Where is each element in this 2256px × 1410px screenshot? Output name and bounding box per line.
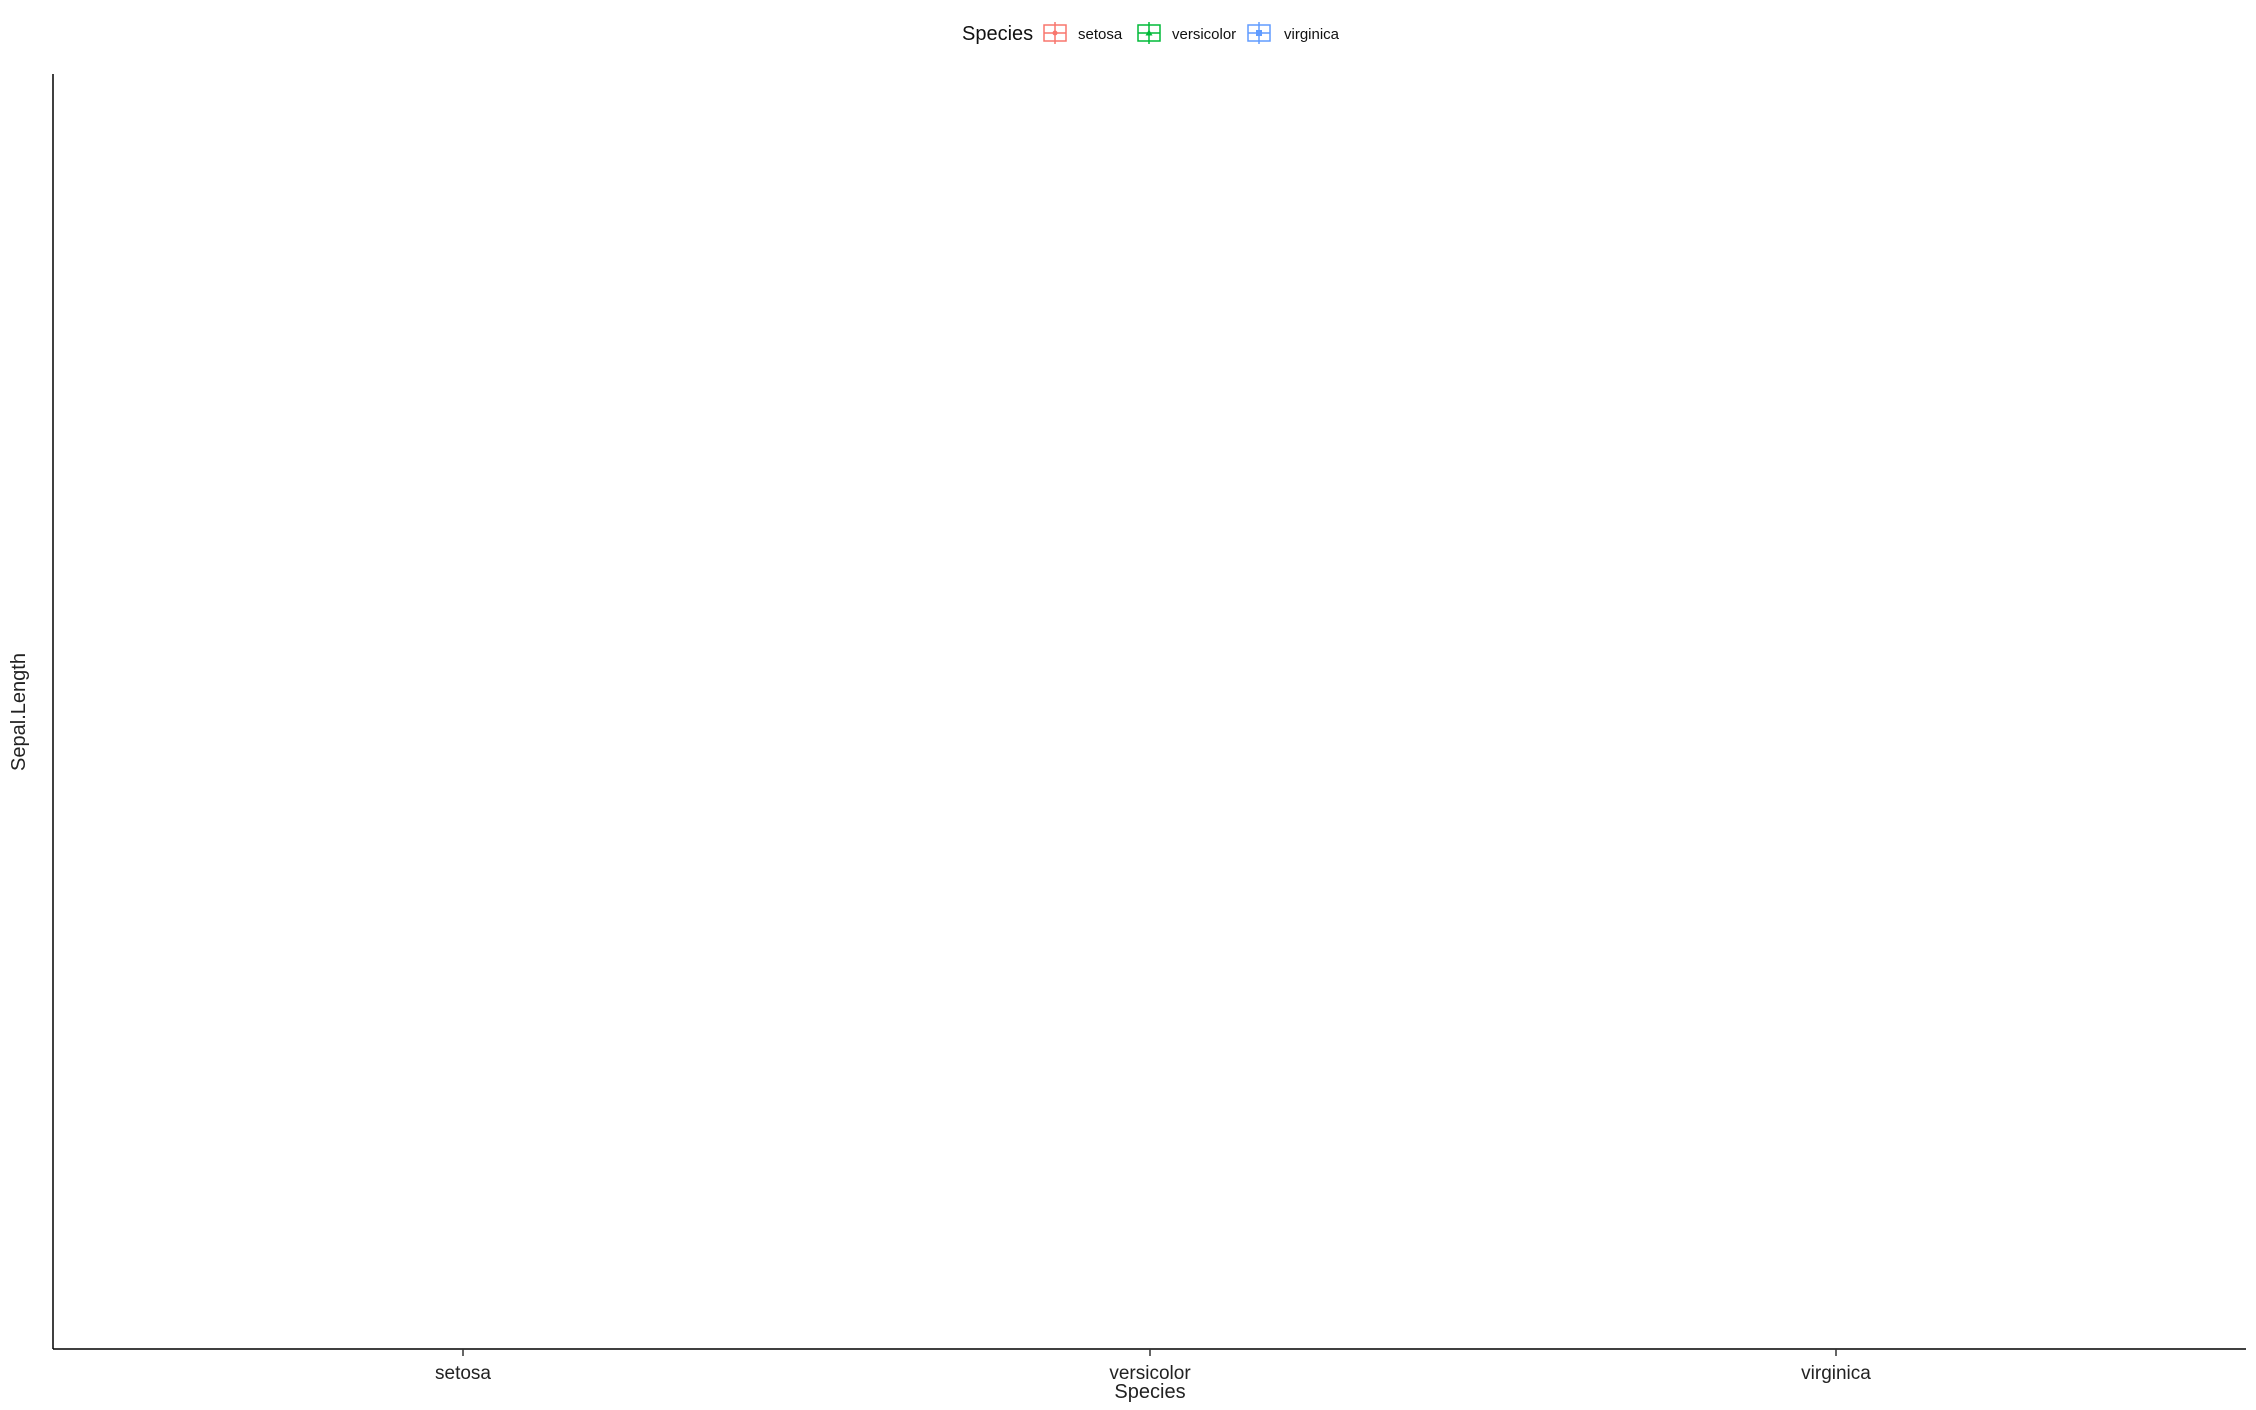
y-axis-title: Sepal.Length [8, 653, 30, 771]
legend-entry-virginica[interactable]: virginica [1247, 22, 1340, 44]
legend-entry-setosa[interactable]: setosa [1043, 22, 1123, 44]
x-axis-ticks: setosa versicolor virginica [435, 1349, 1871, 1384]
x-tick-label-virginica: virginica [1801, 1363, 1871, 1384]
legend-key-virginica [1247, 22, 1271, 44]
legend: Species setosa versicolor [962, 22, 1340, 45]
x-tick-label-versicolor: versicolor [1109, 1363, 1191, 1384]
x-tick-label-setosa: setosa [435, 1363, 491, 1384]
legend-label-versicolor: versicolor [1172, 26, 1236, 43]
legend-key-setosa [1043, 22, 1067, 44]
x-axis-title: Species [1114, 1381, 1185, 1403]
legend-label-virginica: virginica [1284, 26, 1340, 43]
legend-key-versicolor [1137, 22, 1161, 44]
legend-entry-versicolor[interactable]: versicolor [1137, 22, 1236, 44]
legend-label-setosa: setosa [1078, 26, 1123, 43]
legend-title: Species [962, 23, 1033, 45]
